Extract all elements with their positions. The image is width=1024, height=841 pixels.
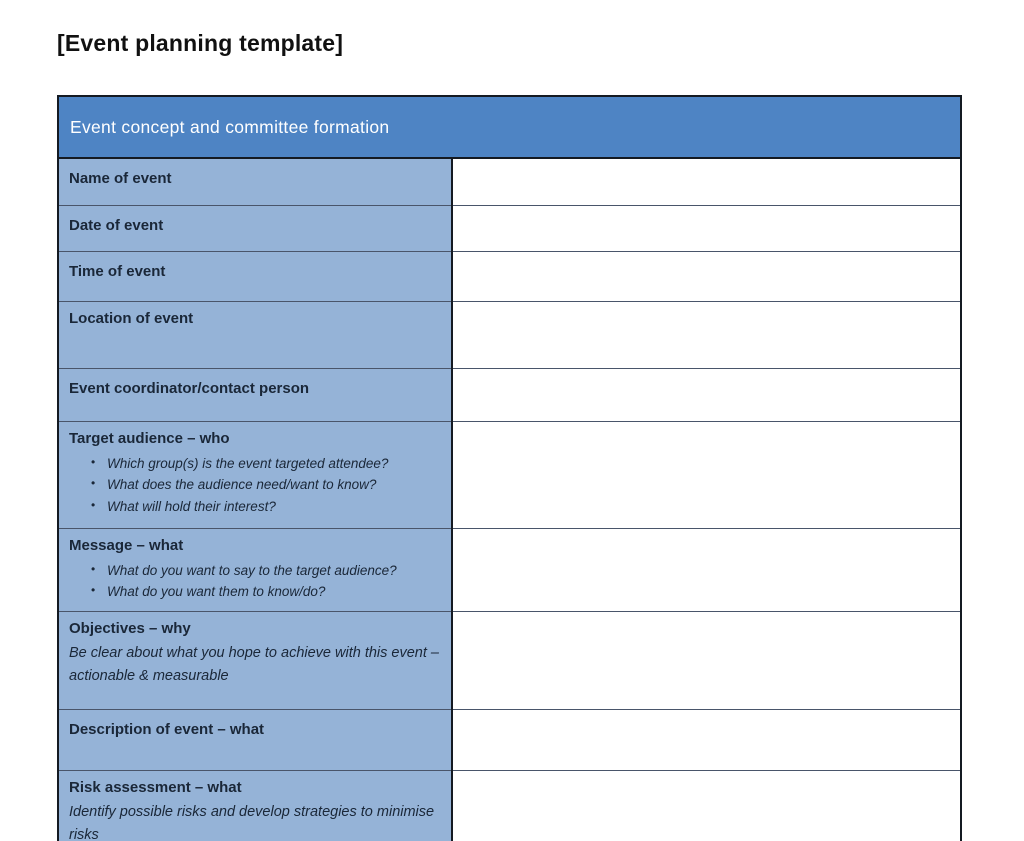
value-cell-event-coordinator[interactable] — [451, 368, 962, 422]
table-row-target-audience: Target audience – who Which group(s) is t… — [57, 421, 962, 529]
page-title: [Event planning template] — [57, 30, 344, 56]
row-label: Date of event — [69, 217, 164, 234]
row-label: Time of event — [69, 263, 166, 280]
value-cell-name-of-event[interactable] — [451, 157, 962, 206]
row-label: Message – what — [69, 537, 184, 554]
table-row-location-of-event: Location of event — [57, 301, 962, 369]
label-cell-event-coordinator: Event coordinator/contact person — [57, 368, 453, 422]
label-cell-target-audience: Target audience – who Which group(s) is t… — [57, 421, 453, 529]
row-bullets: What do you want to say to the target au… — [69, 560, 443, 603]
row-note: Identify possible risks and develop stra… — [69, 803, 435, 841]
bullet-item: Which group(s) is the event targeted att… — [91, 453, 443, 475]
bullet-item: What will hold their interest? — [91, 496, 443, 518]
table-row-risk-assessment: Risk assessment – what Identify possible … — [57, 770, 962, 841]
row-bullets: Which group(s) is the event targeted att… — [69, 453, 443, 518]
label-cell-time-of-event: Time of event — [57, 251, 453, 302]
row-label: Location of event — [69, 310, 194, 327]
label-cell-location-of-event: Location of event — [57, 301, 453, 369]
row-label: Description of event – what — [69, 721, 265, 738]
value-cell-risk-assessment[interactable] — [451, 770, 962, 841]
value-cell-time-of-event[interactable] — [451, 251, 962, 302]
label-cell-risk-assessment: Risk assessment – what Identify possible … — [57, 770, 453, 841]
bullet-item: What do you want them to know/do? — [91, 581, 443, 603]
section-header: Event concept and committee formation — [57, 95, 962, 159]
label-cell-name-of-event: Name of event — [57, 157, 453, 206]
label-cell-objectives: Objectives – why Be clear about what you … — [57, 611, 453, 710]
table-row-time-of-event: Time of event — [57, 251, 962, 302]
table-header-row: Event concept and committee formation — [57, 95, 962, 159]
value-cell-date-of-event[interactable] — [451, 205, 962, 252]
row-label: Name of event — [69, 170, 172, 187]
event-planning-table: Event concept and committee formation Na… — [57, 95, 963, 841]
table-row-event-coordinator: Event coordinator/contact person — [57, 368, 962, 422]
table-row-description-of-event: Description of event – what — [57, 709, 962, 771]
table-row-message: Message – what What do you want to say to… — [57, 528, 962, 612]
table-row-date-of-event: Date of event — [57, 205, 962, 252]
row-label: Risk assessment – what — [69, 779, 242, 796]
label-cell-date-of-event: Date of event — [57, 205, 453, 252]
bullet-item: What do you want to say to the target au… — [91, 560, 443, 582]
value-cell-description-of-event[interactable] — [451, 709, 962, 771]
table-body: Name of event Date of event Time of event L… — [57, 157, 962, 841]
value-cell-message[interactable] — [451, 528, 962, 612]
value-cell-target-audience[interactable] — [451, 421, 962, 529]
value-cell-location-of-event[interactable] — [451, 301, 962, 369]
row-label: Objectives – why — [69, 620, 191, 637]
label-cell-description-of-event: Description of event – what — [57, 709, 453, 771]
row-label: Target audience – who — [69, 430, 230, 447]
row-label: Event coordinator/contact person — [69, 380, 310, 397]
bullet-item: What does the audience need/want to know… — [91, 474, 443, 496]
table-row-objectives: Objectives – why Be clear about what you … — [57, 611, 962, 710]
row-note: Be clear about what you hope to achieve … — [69, 644, 439, 684]
label-cell-message: Message – what What do you want to say to… — [57, 528, 453, 612]
value-cell-objectives[interactable] — [451, 611, 962, 710]
table-row-name-of-event: Name of event — [57, 157, 962, 206]
